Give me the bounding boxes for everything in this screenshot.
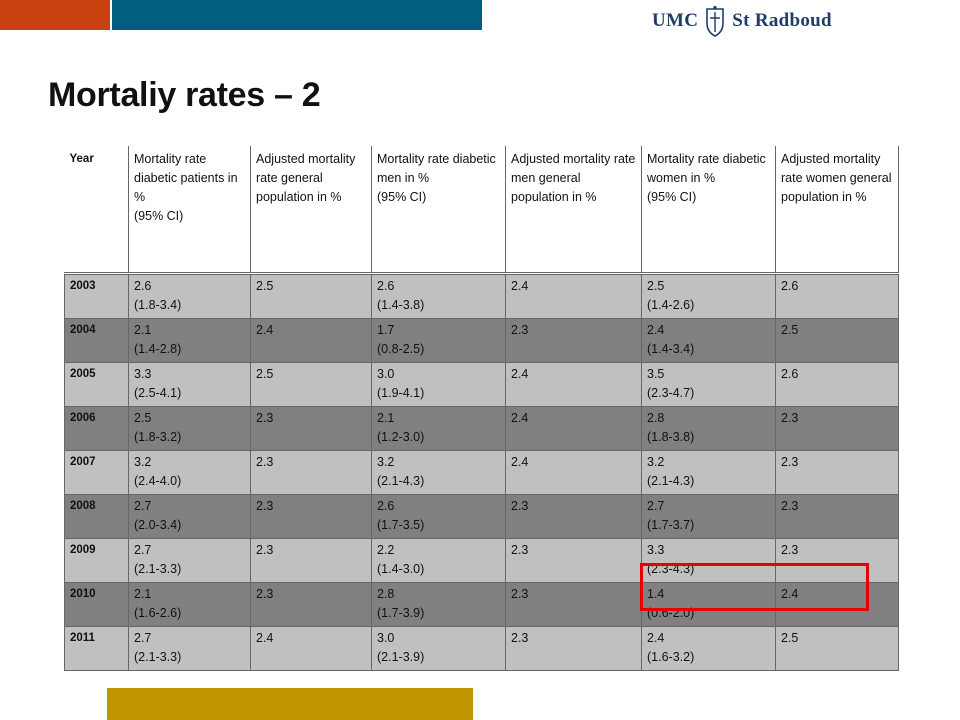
table-cell: 2.4 xyxy=(505,362,642,407)
table-cell: 3.2 (2.1-4.3) xyxy=(641,450,776,495)
table-cell: 2.6 (1.4-3.8) xyxy=(371,273,506,319)
column-header: Mortality rate diabetic patients in % (9… xyxy=(128,146,251,274)
table-row: 2011 2.7 (2.1-3.3) 2.4 3.0 (2.1-3.9) 2.3 2.4 … xyxy=(64,626,899,671)
table-cell: 2.7 (2.1-3.3) xyxy=(128,626,251,671)
table-cell: 2.3 xyxy=(775,538,899,583)
year-cell: 2010 xyxy=(64,582,129,627)
table-cell: 2.7 (2.0-3.4) xyxy=(128,494,251,539)
table-cell: 2.4 xyxy=(505,273,642,319)
year-cell: 2004 xyxy=(64,318,129,363)
table-cell: 3.3 (2.3-4.3) xyxy=(641,538,776,583)
year-cell: 2009 xyxy=(64,538,129,583)
table-cell: 2.5 xyxy=(250,273,372,319)
table-row: 2006 2.5 (1.8-3.2) 2.3 2.1 (1.2-3.0) 2.4 2.8 … xyxy=(64,406,899,451)
column-header: Adjusted mortality rate general populati… xyxy=(250,146,372,274)
table-cell: 2.3 xyxy=(505,318,642,363)
table-cell: 2.1 (1.2-3.0) xyxy=(371,406,506,451)
table-cell: 2.5 xyxy=(775,626,899,671)
table-cell: 2.4 xyxy=(505,450,642,495)
table-cell: 2.1 (1.4-2.8) xyxy=(128,318,251,363)
year-cell: 2011 xyxy=(64,626,129,671)
table-cell: 2.2 (1.4-3.0) xyxy=(371,538,506,583)
table-header-row: Year Mortality rate diabetic patients in … xyxy=(64,146,899,274)
table-cell: 2.3 xyxy=(505,626,642,671)
table-cell: 2.7 (2.1-3.3) xyxy=(128,538,251,583)
table-cell: 2.3 xyxy=(250,494,372,539)
table-cell: 2.4 xyxy=(250,626,372,671)
logo-st-radboud-text: St Radboud xyxy=(732,10,832,31)
year-cell: 2006 xyxy=(64,406,129,451)
table-cell: 3.3 (2.5-4.1) xyxy=(128,362,251,407)
table-cell: 2.3 xyxy=(250,406,372,451)
year-cell: 2008 xyxy=(64,494,129,539)
table-cell: 3.0 (1.9-4.1) xyxy=(371,362,506,407)
year-cell: 2003 xyxy=(64,273,129,319)
table-cell: 3.2 (2.1-4.3) xyxy=(371,450,506,495)
table-cell: 1.7 (0.8-2.5) xyxy=(371,318,506,363)
logo-umc-text: UMC xyxy=(652,10,699,31)
table-cell: 2.4 (1.6-3.2) xyxy=(641,626,776,671)
table-row: 2008 2.7 (2.0-3.4) 2.3 2.6 (1.7-3.5) 2.3 2.7 … xyxy=(64,494,899,539)
umc-st-radboud-logo: UMC St Radboud xyxy=(652,4,832,38)
column-header: Mortality rate diabetic women in % (95% … xyxy=(641,146,776,274)
table-cell: 2.3 xyxy=(505,538,642,583)
table-body: 2003 2.6 (1.8-3.4) 2.5 2.6 (1.4-3.8) 2.4 2.5 … xyxy=(64,273,899,671)
table-row: 2005 3.3 (2.5-4.1) 2.5 3.0 (1.9-4.1) 2.4 3.5 … xyxy=(64,362,899,407)
table-cell: 2.8 (1.8-3.8) xyxy=(641,406,776,451)
table-cell: 3.5 (2.3-4.7) xyxy=(641,362,776,407)
column-header: Adjusted mortality rate women general po… xyxy=(775,146,899,274)
table-cell: 2.6 (1.8-3.4) xyxy=(128,273,251,319)
table-cell: 2.3 xyxy=(505,582,642,627)
highlight-box xyxy=(640,563,869,611)
table-cell: 2.5 xyxy=(250,362,372,407)
table-cell: 2.5 (1.4-2.6) xyxy=(641,273,776,319)
table-cell: 2.7 (1.7-3.7) xyxy=(641,494,776,539)
table-cell: 2.6 xyxy=(775,362,899,407)
table-cell: 2.5 (1.8-3.2) xyxy=(128,406,251,451)
table-cell: 2.4 xyxy=(505,406,642,451)
table-cell: 2.5 xyxy=(775,318,899,363)
table-cell: 2.3 xyxy=(250,582,372,627)
table-row: 2003 2.6 (1.8-3.4) 2.5 2.6 (1.4-3.8) 2.4 2.5 … xyxy=(64,273,899,319)
table-cell: 2.3 xyxy=(505,494,642,539)
table-cell: 2.4 (1.4-3.4) xyxy=(641,318,776,363)
crest-icon xyxy=(706,5,725,37)
table-cell: 3.0 (2.1-3.9) xyxy=(371,626,506,671)
gold-accent-bar xyxy=(107,688,473,720)
table-cell: 2.3 xyxy=(775,450,899,495)
mortality-table: Year Mortality rate diabetic patients in … xyxy=(64,146,899,671)
column-header: Adjusted mortality rate men general popu… xyxy=(505,146,642,274)
teal-accent-bar xyxy=(112,0,482,30)
table-cell: 2.3 xyxy=(250,538,372,583)
header-year: Year xyxy=(64,146,129,274)
table-row: 2004 2.1 (1.4-2.8) 2.4 1.7 (0.8-2.5) 2.3 2.4 … xyxy=(64,318,899,363)
column-header: Mortality rate diabetic men in % (95% CI… xyxy=(371,146,506,274)
table-cell: 2.3 xyxy=(775,494,899,539)
table-cell: 3.2 (2.4-4.0) xyxy=(128,450,251,495)
table-cell: 2.4 xyxy=(250,318,372,363)
year-cell: 2005 xyxy=(64,362,129,407)
table-cell: 2.1 (1.6-2.6) xyxy=(128,582,251,627)
table-cell: 2.8 (1.7-3.9) xyxy=(371,582,506,627)
table-row: 2007 3.2 (2.4-4.0) 2.3 3.2 (2.1-4.3) 2.4 3.2 … xyxy=(64,450,899,495)
table-row: 2009 2.7 (2.1-3.3) 2.3 2.2 (1.4-3.0) 2.3 3.3 … xyxy=(64,538,899,583)
table-cell: 2.3 xyxy=(775,406,899,451)
table-cell: 2.4 xyxy=(775,582,899,627)
table-cell: 2.6 (1.7-3.5) xyxy=(371,494,506,539)
orange-accent-bar xyxy=(0,0,110,30)
year-cell: 2007 xyxy=(64,450,129,495)
table-row: 2010 2.1 (1.6-2.6) 2.3 2.8 (1.7-3.9) 2.3 1.4 … xyxy=(64,582,899,627)
table-cell: 2.6 xyxy=(775,273,899,319)
slide-title: Mortaliy rates – 2 xyxy=(48,76,321,114)
table-cell: 2.3 xyxy=(250,450,372,495)
